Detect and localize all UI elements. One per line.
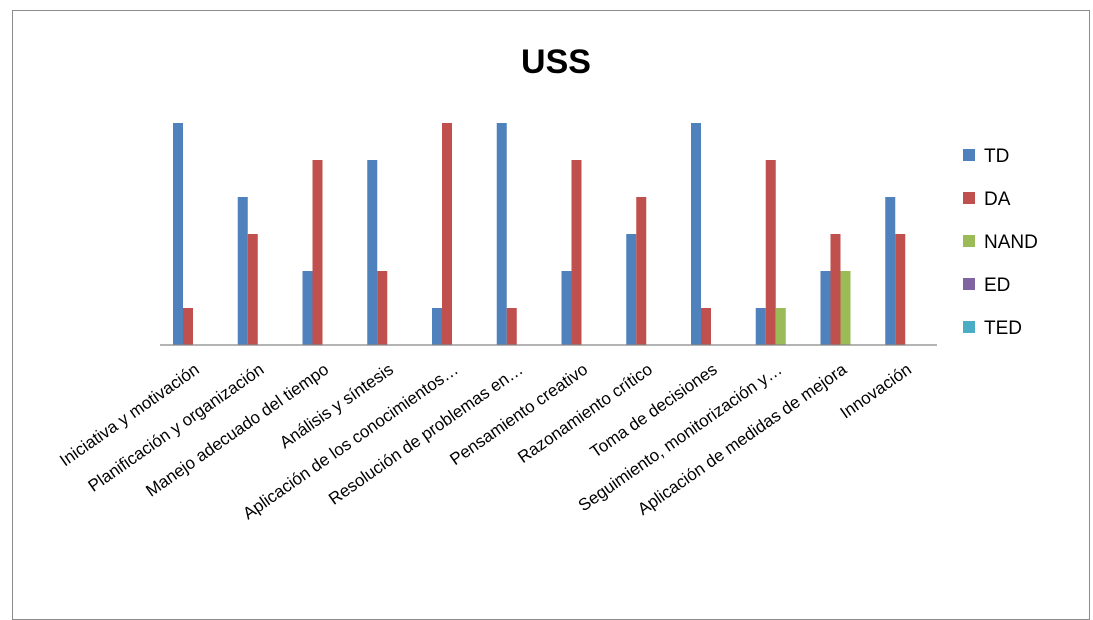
legend: TD DA NAND ED TED <box>963 146 1038 339</box>
bar-td-3 <box>367 160 378 345</box>
legend-label-nand: NAND <box>984 232 1038 253</box>
bar-da-6 <box>571 160 582 345</box>
bar-td-8 <box>691 123 701 345</box>
bar-da-2 <box>312 160 323 345</box>
legend-swatch-da <box>963 192 975 204</box>
x-tick-label: Análisis y síntesis <box>276 360 397 453</box>
bar-td-7 <box>626 234 637 345</box>
bar-da-9 <box>765 160 776 345</box>
bar-da-7 <box>636 197 647 345</box>
legend-swatch-td <box>963 149 975 161</box>
legend-label-ed: ED <box>984 275 1010 296</box>
bar-td-9 <box>755 308 766 345</box>
bar-td-11 <box>885 197 896 345</box>
legend-label-da: DA <box>984 189 1011 210</box>
bar-td-10 <box>820 271 831 345</box>
x-tick-label: Innovación <box>837 360 915 423</box>
legend-swatch-nand <box>963 235 975 247</box>
bar-td-0 <box>173 123 183 345</box>
bar-da-0 <box>183 308 193 345</box>
legend-label-ted: TED <box>984 318 1022 339</box>
bar-da-11 <box>895 234 906 345</box>
bar-td-5 <box>496 123 507 345</box>
legend-swatch-ed <box>963 278 975 290</box>
bar-da-8 <box>701 308 711 345</box>
legend-swatch-ted <box>963 321 975 333</box>
bar-nand-9 <box>775 308 786 345</box>
legend-label-td: TD <box>984 146 1009 167</box>
bar-td-6 <box>561 271 572 345</box>
bar-td-4 <box>432 308 442 345</box>
bar-da-10 <box>830 234 841 345</box>
bar-td-1 <box>237 197 248 345</box>
bar-da-4 <box>442 123 452 345</box>
bar-da-5 <box>506 308 517 345</box>
chart-title: USS <box>521 43 591 81</box>
bar-nand-10 <box>840 271 851 345</box>
bar-da-3 <box>377 271 388 345</box>
bar-da-1 <box>247 234 258 345</box>
bar-td-2 <box>302 271 313 345</box>
bars-layer <box>173 123 906 345</box>
